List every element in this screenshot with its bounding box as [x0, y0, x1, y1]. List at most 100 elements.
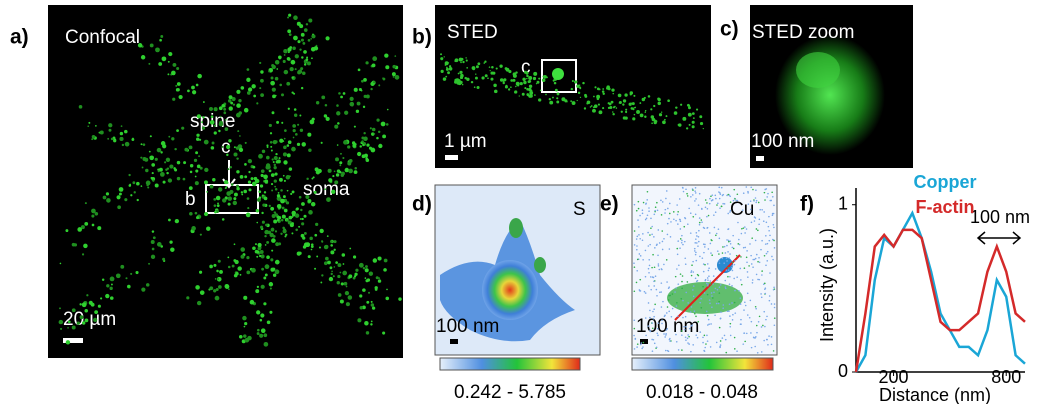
speckle [260, 79, 264, 83]
speckle [257, 329, 260, 332]
speckle [261, 174, 264, 177]
speckle [639, 102, 641, 104]
speckle [86, 294, 88, 296]
speckle [318, 169, 322, 173]
speckle [642, 259, 644, 261]
speckle [183, 178, 186, 181]
speckle [690, 271, 692, 273]
speckle [227, 196, 232, 201]
speckle [269, 170, 272, 173]
speckle [640, 114, 644, 118]
speckle [262, 221, 265, 224]
speckle [703, 263, 705, 265]
speckle [706, 202, 708, 204]
speckle [225, 127, 229, 131]
speckle [279, 216, 281, 218]
width-arrow [978, 232, 1020, 244]
speckle [270, 132, 272, 134]
speckle [718, 303, 720, 305]
speckle [666, 190, 668, 192]
speckle [384, 259, 388, 263]
speckle [661, 323, 663, 325]
speckle [681, 242, 683, 244]
speckle [687, 281, 689, 283]
speckle [616, 107, 618, 109]
speckle [385, 297, 389, 301]
speckle [319, 247, 321, 249]
speckle [695, 254, 697, 256]
speckle [190, 171, 193, 174]
speckle [671, 316, 673, 318]
speckle [357, 152, 361, 156]
speckle [722, 246, 724, 248]
speckle [265, 264, 270, 269]
speckle [694, 200, 696, 202]
speckle [168, 52, 172, 56]
speckle [291, 232, 293, 234]
speckle [85, 318, 89, 322]
speckle [723, 304, 725, 306]
speckle [750, 300, 752, 302]
speckle [166, 172, 168, 174]
speckle [623, 99, 626, 102]
speckle [282, 207, 285, 210]
speckle [264, 197, 268, 201]
speckle [740, 323, 742, 325]
speckle [768, 230, 770, 232]
speckle [716, 303, 718, 305]
speckle [289, 46, 292, 49]
speckle [80, 315, 84, 319]
speckle [688, 336, 690, 338]
speckle [659, 113, 662, 116]
speckle [772, 213, 774, 215]
scale-bar [450, 339, 458, 344]
speckle [260, 313, 264, 317]
speckle [334, 266, 336, 268]
speckle [704, 335, 706, 337]
speckle [109, 287, 112, 290]
speckle [175, 219, 179, 223]
speckle [765, 265, 767, 267]
speckle [233, 201, 237, 205]
speckle [741, 228, 743, 230]
speckle [515, 86, 516, 87]
speckle [277, 194, 280, 197]
speckle [335, 261, 338, 264]
speckle [696, 242, 698, 244]
speckle [345, 291, 349, 295]
speckle [747, 292, 749, 294]
speckle [179, 95, 183, 99]
speckle [725, 352, 727, 354]
speckle [221, 146, 223, 148]
speckle [151, 163, 155, 167]
speckle [707, 340, 709, 342]
speckle [682, 117, 686, 121]
speckle [720, 344, 722, 346]
speckle [774, 317, 776, 319]
speckle [656, 202, 658, 204]
speckle [681, 235, 683, 237]
speckle [746, 228, 748, 230]
speckle [763, 220, 765, 222]
speckle [761, 326, 763, 328]
speckle [653, 308, 655, 310]
speckle [638, 201, 640, 203]
speckle [280, 233, 282, 235]
speckle [449, 67, 453, 71]
speckle [354, 170, 358, 174]
speckle [218, 187, 222, 191]
speckle [713, 292, 715, 294]
speckle [538, 98, 541, 101]
speckle [769, 200, 771, 202]
speckle [191, 226, 196, 231]
speckle [632, 102, 635, 105]
speckle [168, 61, 170, 63]
speckle [279, 157, 281, 159]
speckle [694, 190, 696, 192]
speckle [341, 282, 344, 285]
speckle [751, 263, 753, 265]
speckle [538, 78, 540, 80]
speckle [287, 190, 289, 192]
speckle [197, 114, 201, 118]
speckle [727, 194, 729, 196]
